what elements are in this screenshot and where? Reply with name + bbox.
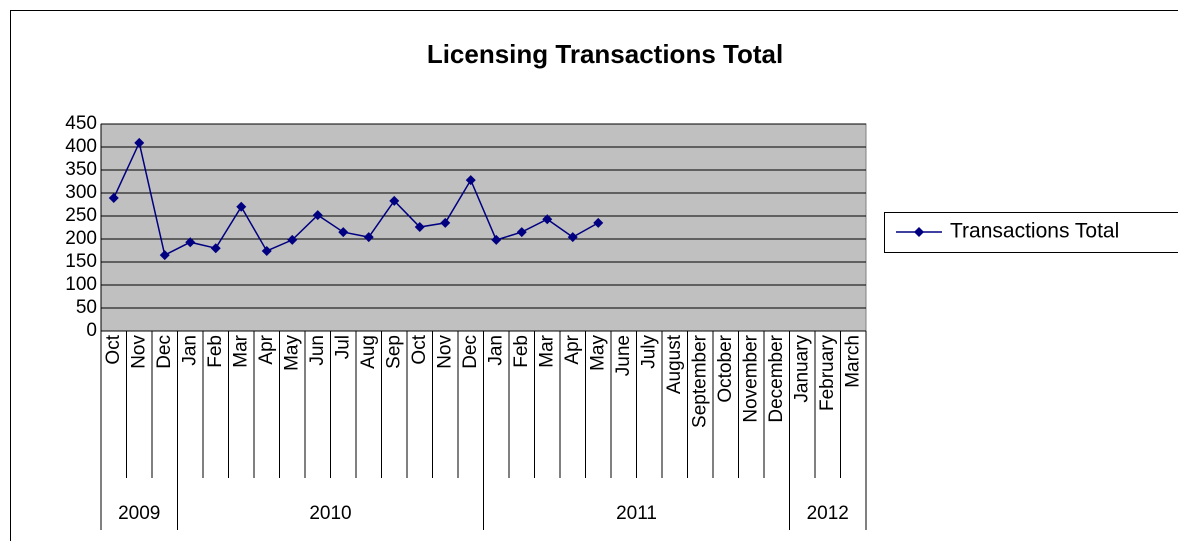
x-tick-label: September bbox=[689, 334, 710, 428]
x-tick-label: August bbox=[664, 334, 685, 394]
x-tick-label: Apr bbox=[562, 334, 583, 364]
data-point bbox=[389, 195, 400, 206]
x-tick-label: May bbox=[587, 335, 608, 371]
y-tick-label: 0 bbox=[86, 320, 97, 341]
data-point bbox=[108, 193, 119, 204]
data-point bbox=[516, 227, 527, 238]
data-point bbox=[491, 234, 502, 245]
x-tick-label: Nov bbox=[128, 335, 149, 369]
x-tick-label: Jan bbox=[485, 335, 506, 366]
y-tick-label: 50 bbox=[76, 297, 97, 318]
data-point bbox=[567, 232, 578, 243]
x-tick-label: Jan bbox=[179, 335, 200, 366]
x-tick-label: Mar bbox=[230, 334, 251, 367]
x-tick-label: Dec bbox=[154, 335, 175, 369]
x-tick-label: July bbox=[638, 335, 659, 369]
x-tick-label: Feb bbox=[205, 335, 226, 368]
data-point bbox=[287, 234, 298, 245]
x-tick-label: December bbox=[766, 334, 787, 422]
data-point bbox=[312, 210, 323, 221]
x-tick-label: Feb bbox=[511, 335, 532, 368]
y-tick-label: 250 bbox=[65, 205, 97, 226]
y-tick-label: 400 bbox=[65, 136, 97, 157]
x-tick-label: Nov bbox=[434, 335, 455, 369]
y-tick-label: 350 bbox=[65, 159, 97, 180]
x-tick-label: February bbox=[817, 335, 838, 412]
x-tick-label: November bbox=[740, 334, 761, 422]
legend-marker bbox=[914, 227, 924, 237]
data-point bbox=[593, 217, 604, 228]
legend-box bbox=[884, 212, 1178, 253]
x-tick-label: May bbox=[281, 335, 302, 371]
data-point bbox=[542, 214, 553, 225]
data-point bbox=[210, 243, 221, 254]
x-tick-label: June bbox=[613, 335, 634, 376]
year-label: 2010 bbox=[309, 503, 351, 524]
y-tick-label: 200 bbox=[65, 228, 97, 249]
data-point bbox=[185, 237, 196, 248]
x-tick-label: Aug bbox=[358, 335, 379, 369]
data-point bbox=[236, 201, 247, 212]
chart-title: Licensing Transactions Total bbox=[427, 39, 783, 69]
y-tick-label: 100 bbox=[65, 274, 97, 295]
x-tick-label: March bbox=[842, 335, 863, 388]
x-tick-label: Jun bbox=[307, 335, 328, 366]
x-tick-label: Jul bbox=[332, 335, 353, 359]
x-tick-label: January bbox=[791, 335, 812, 403]
legend-label: Transactions Total bbox=[950, 220, 1119, 243]
data-point bbox=[159, 250, 170, 261]
data-point bbox=[261, 245, 272, 256]
series-line bbox=[113, 140, 599, 257]
x-tick-label: Oct bbox=[409, 334, 430, 364]
x-tick-label: Dec bbox=[460, 335, 481, 369]
data-point bbox=[134, 137, 145, 148]
x-tick-label: Oct bbox=[103, 334, 124, 364]
data-point bbox=[338, 227, 349, 238]
x-tick-label: October bbox=[715, 334, 736, 402]
data-point bbox=[440, 217, 451, 228]
y-tick-label: 450 bbox=[65, 113, 97, 134]
y-tick-label: 150 bbox=[65, 251, 97, 272]
y-tick-label: 300 bbox=[65, 182, 97, 203]
plot-area bbox=[100, 123, 867, 332]
data-point bbox=[414, 222, 425, 233]
year-label: 2011 bbox=[616, 503, 657, 524]
data-point bbox=[465, 175, 476, 186]
year-label: 2012 bbox=[807, 503, 849, 524]
x-tick-label: Apr bbox=[256, 334, 277, 364]
x-tick-label: Mar bbox=[536, 334, 557, 367]
year-label: 2009 bbox=[118, 503, 160, 524]
x-tick-label: Sep bbox=[383, 335, 404, 369]
data-point bbox=[363, 232, 374, 243]
